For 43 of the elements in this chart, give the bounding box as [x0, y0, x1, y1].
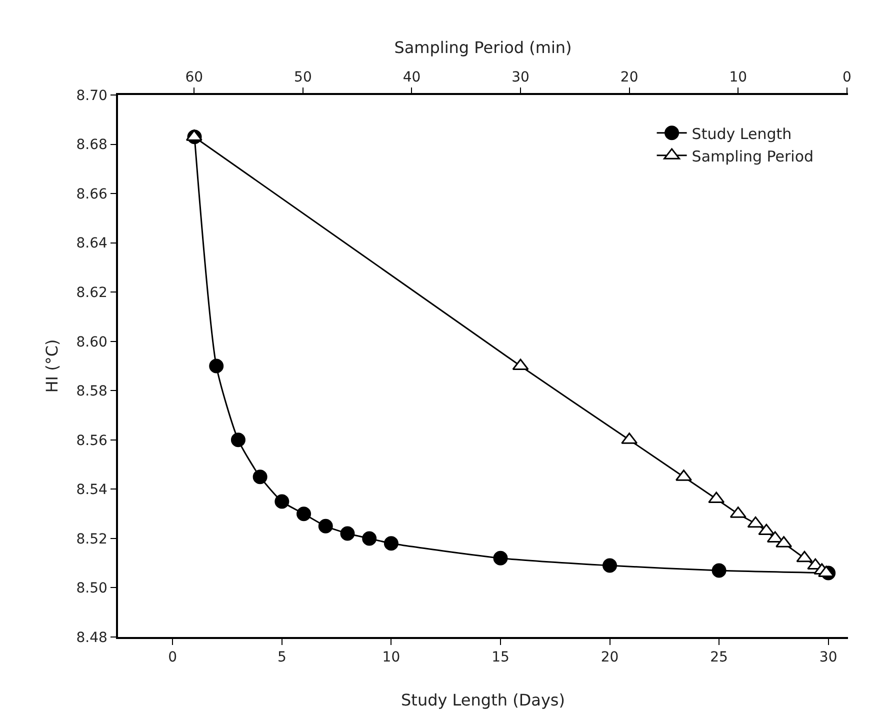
y-tick-label: 8.64 — [76, 236, 108, 252]
point — [318, 518, 333, 534]
x-tick-label: 15 — [492, 650, 510, 666]
x2-tick-label: 0 — [842, 70, 852, 86]
y-tick-label: 8.54 — [76, 482, 108, 498]
x2-tick-label: 40 — [402, 70, 421, 86]
y-axis-title: HI (°C) — [42, 339, 62, 393]
y-tick-label: 8.66 — [76, 186, 108, 202]
point — [384, 536, 398, 551]
point — [602, 558, 618, 573]
y-tick-label: 8.58 — [76, 384, 108, 400]
y-tick-label: 8.56 — [76, 432, 108, 449]
point — [296, 506, 312, 522]
x-tick-label: 0 — [168, 650, 178, 666]
x2-tick-label: 50 — [294, 70, 312, 86]
x-axis-title: Study Length (Days) — [401, 690, 565, 710]
x-tick-label: 25 — [710, 650, 728, 666]
y-tick-label: 8.62 — [76, 284, 108, 301]
point — [712, 563, 726, 578]
point — [274, 494, 290, 509]
y-tick-label: 8.70 — [76, 88, 108, 104]
x2-tick-label: 30 — [512, 70, 530, 86]
x2-tick-label: 60 — [185, 70, 204, 86]
point — [340, 526, 355, 541]
legend-label: Study Length — [692, 124, 792, 143]
point — [252, 470, 268, 484]
point — [493, 550, 508, 566]
legend-label: Sampling Period — [692, 147, 814, 166]
x2-axis-title: Sampling Period (min) — [394, 38, 572, 58]
y-tick-label: 8.68 — [76, 137, 108, 154]
y-tick-label: 8.48 — [76, 630, 108, 646]
x-tick-label: 30 — [819, 650, 838, 666]
x2-tick-label: 10 — [729, 70, 748, 86]
y-tick-label: 8.50 — [76, 580, 108, 597]
point — [230, 432, 246, 448]
x-tick-label: 10 — [382, 650, 400, 666]
x2-tick-label: 20 — [620, 70, 638, 86]
y-tick-label: 8.60 — [76, 334, 108, 350]
x-tick-label: 5 — [277, 650, 286, 666]
x-tick-label: 20 — [600, 650, 619, 666]
point — [209, 358, 224, 374]
point — [362, 531, 377, 546]
y-tick-label: 8.52 — [76, 531, 108, 548]
